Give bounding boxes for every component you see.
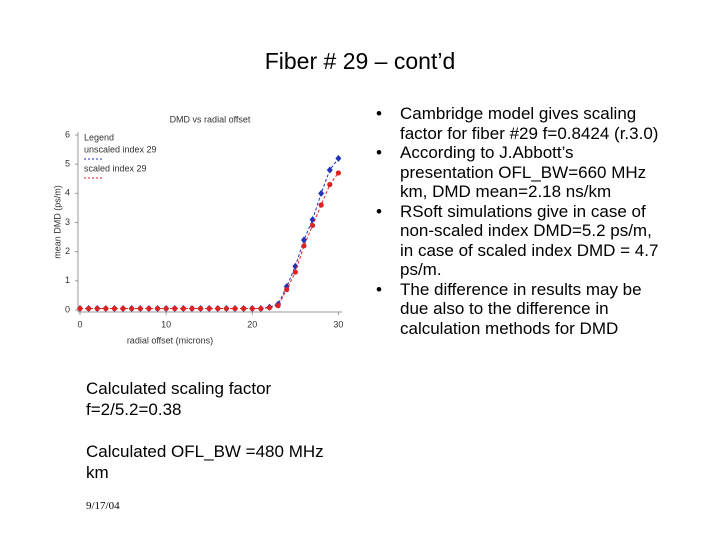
point <box>241 305 247 312</box>
point <box>172 305 178 312</box>
point <box>327 181 333 188</box>
y-tick-label: 6 <box>65 129 70 139</box>
legend-label: unscaled index 29 <box>84 144 157 154</box>
note: Calculated scaling factor f=2/5.2=0.38 <box>86 379 272 419</box>
y-tick-label: 2 <box>65 246 70 256</box>
point <box>120 305 126 312</box>
point <box>292 269 298 275</box>
point <box>154 305 161 312</box>
point <box>189 305 195 312</box>
bullet: The difference in results may be due als… <box>368 280 668 339</box>
x-axis-label: radial offset (microns) <box>127 335 213 345</box>
point <box>284 286 290 293</box>
bullet: Cambridge model gives scaling factor for… <box>368 104 668 143</box>
y-tick-label: 0 <box>65 304 70 314</box>
point <box>335 154 342 162</box>
point <box>103 305 109 312</box>
point <box>86 305 92 312</box>
bullet: RSoft simulations give in case of non-sc… <box>368 202 668 280</box>
bullet: According to J.Abbott’s presentation OFL… <box>368 143 668 202</box>
point <box>258 305 264 312</box>
note: Calculated OFL_BW =480 MHz km <box>86 442 324 482</box>
point <box>215 305 221 312</box>
series-line <box>80 158 339 310</box>
x-tick-label: 20 <box>247 319 257 329</box>
point <box>249 305 255 312</box>
point <box>77 305 83 312</box>
chart: DMD vs radial offset radial offset (micr… <box>52 114 343 345</box>
point <box>326 166 333 174</box>
legend-label: scaled index 29 <box>84 163 147 173</box>
slide-title: Fiber # 29 – cont’d <box>264 48 456 74</box>
point <box>111 305 118 312</box>
chart-title: DMD vs radial offset <box>170 114 251 124</box>
series-line <box>80 172 339 310</box>
point <box>94 305 100 312</box>
point <box>206 305 212 312</box>
y-axis-label: mean DMD (ps/m) <box>52 185 62 259</box>
point <box>163 305 169 312</box>
y-tick-label: 5 <box>65 159 70 169</box>
x-tick-label: 10 <box>161 319 171 329</box>
point <box>318 189 325 197</box>
point <box>137 305 143 312</box>
y-tick-label: 3 <box>65 217 70 227</box>
bullet-list: Cambridge model gives scaling factor for… <box>368 104 668 338</box>
point <box>300 236 307 244</box>
point <box>180 305 186 312</box>
point <box>197 305 204 312</box>
point <box>223 305 230 312</box>
x-tick-label: 30 <box>333 319 343 329</box>
point <box>129 305 135 312</box>
legend-title: Legend <box>84 132 114 142</box>
point <box>309 222 316 229</box>
point <box>232 305 238 312</box>
point <box>275 303 281 309</box>
point <box>318 202 324 208</box>
point <box>301 243 307 249</box>
point <box>335 170 341 176</box>
y-tick-label: 4 <box>65 188 70 198</box>
x-tick-label: 0 <box>77 319 82 329</box>
date: 9/17/04 <box>86 500 120 512</box>
point <box>146 305 152 312</box>
point <box>266 305 273 311</box>
y-tick-label: 1 <box>65 275 70 285</box>
